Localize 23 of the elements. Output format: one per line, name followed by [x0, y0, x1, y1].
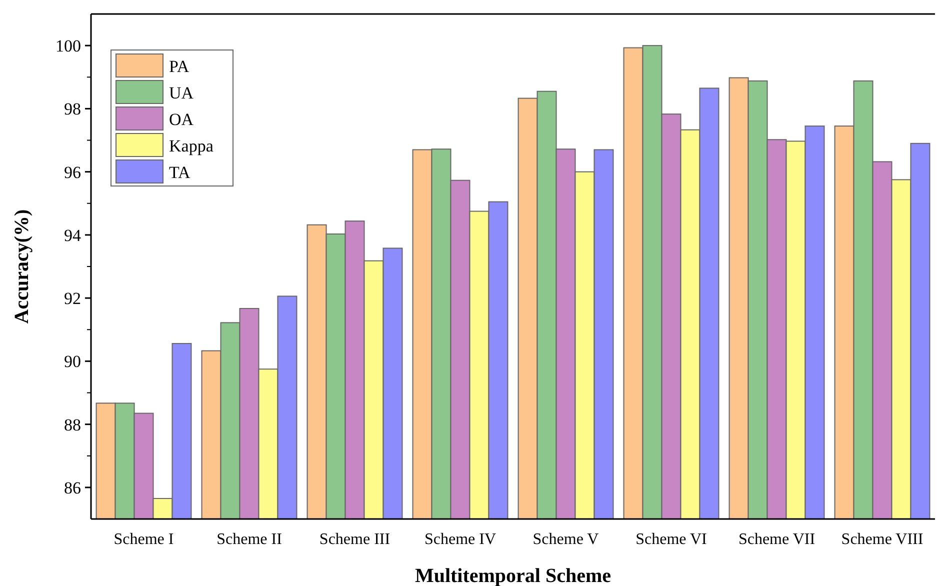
- x-tick-label: Scheme VIII: [841, 531, 924, 548]
- x-tick-label: Scheme IV: [424, 531, 496, 548]
- legend-label: Kappa: [169, 136, 214, 156]
- legend-label: TA: [169, 162, 192, 182]
- x-tick-label: Scheme VI: [636, 531, 707, 548]
- x-tick-label: Scheme III: [319, 531, 390, 548]
- legend-label: PA: [169, 56, 190, 76]
- y-tick-label: 88: [64, 415, 81, 434]
- y-tick-label: 98: [64, 100, 81, 119]
- x-axis-title: Multitemporal Scheme: [414, 565, 612, 586]
- y-tick-label: 96: [64, 162, 81, 182]
- y-tick-label: 90: [64, 352, 81, 372]
- x-tick-label: Scheme V: [532, 531, 600, 548]
- y-tick-label: 86: [64, 478, 81, 498]
- x-tick-label: Scheme I: [114, 531, 174, 548]
- legend-label: OA: [169, 110, 194, 129]
- y-tick-label: 94: [64, 226, 82, 245]
- y-tick-label: 92: [64, 289, 81, 308]
- legend-label: UA: [169, 83, 194, 102]
- x-tick-label: Scheme VII: [738, 531, 816, 548]
- x-tick-label: Scheme II: [216, 531, 282, 548]
- y-axis-title: Accuracy(%): [11, 209, 33, 324]
- y-tick-label: 100: [56, 36, 81, 56]
